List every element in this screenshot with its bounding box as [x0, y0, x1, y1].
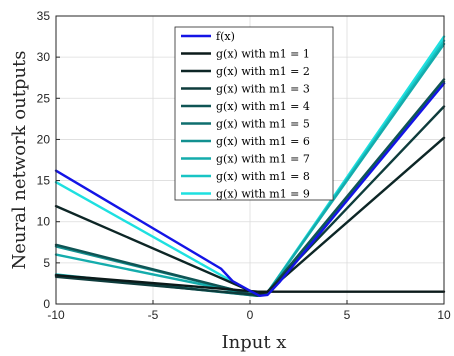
legend-label: g(x) with m1 = 3 — [216, 83, 310, 96]
x-tick-label: 5 — [344, 308, 351, 322]
series-lines — [54, 35, 446, 297]
y-axis-label: Neural network outputs — [9, 50, 30, 269]
x-axis-label: Input x — [222, 332, 287, 353]
legend-label: g(x) with m1 = 8 — [216, 170, 310, 183]
y-tick-label: 20 — [37, 132, 51, 146]
legend-label: g(x) with m1 = 9 — [216, 188, 310, 201]
legend-items: f(x) g(x) with m1 = 1 g(x) with m1 = 2 g(x)… — [181, 30, 310, 201]
axis-ticks: -10 -5 0 5 10 0 5 10 15 20 25 30 35 — [37, 9, 451, 322]
x-tick-label: 0 — [247, 308, 254, 322]
legend-label: g(x) with m1 = 7 — [216, 153, 310, 166]
y-tick-label: 0 — [43, 297, 50, 311]
y-tick-label: 30 — [37, 50, 51, 64]
legend-label: g(x) with m1 = 2 — [216, 65, 310, 78]
y-tick-label: 5 — [43, 256, 50, 270]
x-tick-label: 10 — [437, 308, 451, 322]
legend-label: f(x) — [216, 30, 235, 43]
legend-label: g(x) with m1 = 1 — [216, 48, 310, 61]
legend-box — [174, 26, 334, 201]
x-tick-label: -5 — [148, 308, 159, 322]
legend-label: g(x) with m1 = 5 — [216, 118, 310, 131]
x-tick-label: -10 — [47, 308, 65, 322]
legend: f(x) g(x) with m1 = 1 g(x) with m1 = 2 g(x)… — [174, 26, 334, 201]
y-tick-label: 25 — [37, 91, 51, 105]
series-line-1 — [54, 274, 446, 293]
legend-label: g(x) with m1 = 4 — [216, 100, 310, 113]
y-tick-label: 10 — [37, 215, 51, 229]
series-line-2 — [54, 136, 446, 296]
y-tick-label: 15 — [37, 174, 51, 188]
y-tick-label: 35 — [37, 9, 51, 23]
x-axis-label-text: Input x — [222, 332, 287, 353]
series-line-0 — [54, 82, 446, 297]
legend-label: g(x) with m1 = 6 — [216, 135, 310, 148]
